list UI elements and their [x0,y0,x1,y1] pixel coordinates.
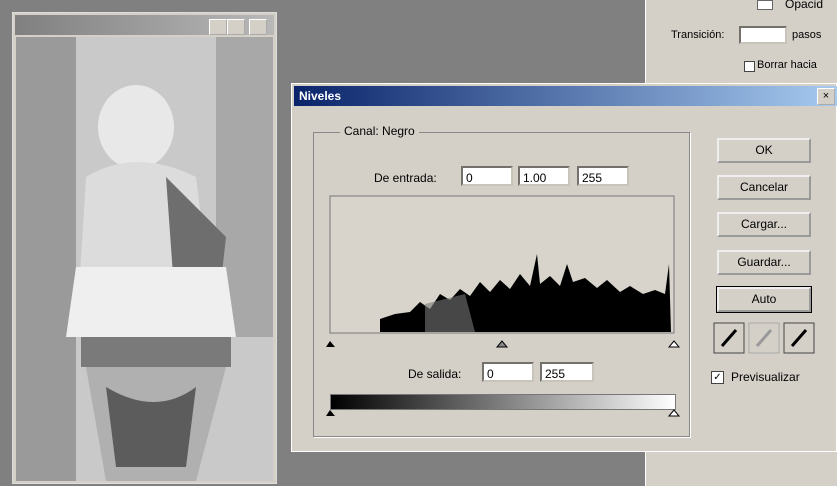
steps-label: pasos [792,29,821,41]
output-label: De salida: [408,367,461,381]
output-field[interactable]: 0 [482,362,534,382]
save-button[interactable]: Guardar... [717,250,811,275]
transition-field[interactable] [739,26,787,44]
auto-button[interactable]: Auto [717,287,811,312]
erase-checkbox[interactable] [744,61,755,72]
channel-caption: Canal: Negro [340,124,419,138]
ok-button[interactable]: OK [717,138,811,163]
output-field[interactable]: 255 [540,362,594,382]
image-window [12,12,277,484]
channel-label: Canal: [344,124,379,138]
input-field[interactable]: 0 [461,166,513,186]
input-field[interactable]: 1.00 [518,166,570,186]
maximize-button[interactable] [227,19,245,35]
statue-image [16,37,273,481]
cancel-button[interactable]: Cancelar [717,175,811,200]
opacity-field[interactable] [757,0,773,10]
input-label: De entrada: [374,171,437,185]
histogram [325,194,681,350]
erase-label: Borrar hacia [757,59,817,71]
preview-checkbox[interactable]: ✓ [711,371,724,384]
eyedroppers [713,322,815,354]
channel-value[interactable]: Negro [382,124,415,138]
opacity-label: Opacid [785,0,823,11]
preview-label: Previsualizar [731,370,800,384]
minimize-button[interactable] [209,19,227,35]
output-sliders [325,408,681,420]
screen: Opacid Transición: pasos Borrar hacia Ni… [0,0,837,486]
dialog-title: Niveles [299,89,341,103]
dialog-close-button[interactable]: × [817,88,835,105]
close-button[interactable] [249,19,267,35]
transition-label: Transición: [671,29,724,41]
dialog-title-bar [294,86,837,106]
load-button[interactable]: Cargar... [717,212,811,237]
input-field[interactable]: 255 [577,166,629,186]
